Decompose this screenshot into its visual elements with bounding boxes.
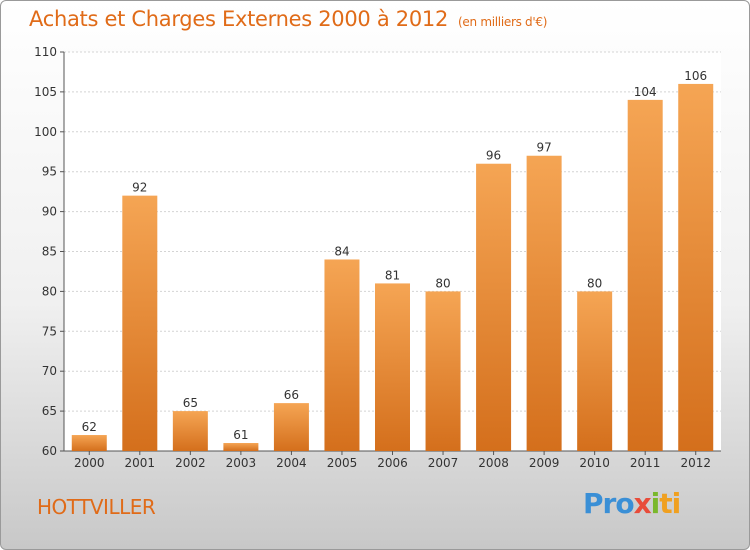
chart-subtitle: (en milliers d'€): [458, 15, 548, 29]
x-tick-label-2006: 2006: [377, 456, 408, 470]
proxiti-logo: Proxiti: [583, 487, 681, 520]
bar-2007: [425, 291, 461, 451]
chart-title: Achats et Charges Externes 2000 à 2012 (e…: [29, 7, 547, 31]
y-tick-label: 110: [34, 45, 57, 59]
bar-2003: [223, 443, 259, 451]
city-name: HOTTVILLER: [37, 495, 156, 519]
bar-2012: [678, 83, 714, 452]
data-label-2011: 104: [634, 85, 657, 99]
x-tick-label-2001: 2001: [125, 456, 156, 470]
y-tick-label: 85: [42, 245, 57, 259]
data-label-2007: 80: [435, 276, 450, 290]
y-tick-label: 95: [42, 165, 57, 179]
data-label-2004: 66: [284, 388, 299, 402]
data-label-2010: 80: [587, 276, 602, 290]
y-tick-label: 100: [34, 125, 57, 139]
data-label-2008: 96: [486, 149, 501, 163]
x-tick-label-2000: 2000: [74, 456, 105, 470]
x-tick-label-2005: 2005: [327, 456, 358, 470]
data-label-2009: 97: [536, 141, 551, 155]
x-tick-label-2003: 2003: [226, 456, 257, 470]
bar-2010: [577, 291, 613, 451]
x-tick-label-2007: 2007: [428, 456, 459, 470]
bar-2009: [526, 155, 562, 452]
x-tick-label-2012: 2012: [680, 456, 711, 470]
bar-2000: [71, 435, 107, 451]
chart-title-text: Achats et Charges Externes 2000 à 2012: [29, 7, 449, 31]
data-label-2006: 81: [385, 268, 400, 282]
y-tick-label: 80: [42, 284, 57, 298]
data-label-2000: 62: [82, 420, 97, 434]
y-tick-label: 90: [42, 205, 57, 219]
y-tick-label: 60: [42, 444, 57, 458]
data-label-2012: 106: [684, 69, 707, 83]
x-tick-label-2009: 2009: [529, 456, 560, 470]
y-tick-label: 65: [42, 404, 57, 418]
x-tick-label-2008: 2008: [478, 456, 509, 470]
bar-2001: [122, 195, 158, 451]
x-tick-label-2004: 2004: [276, 456, 307, 470]
data-label-2005: 84: [334, 244, 349, 258]
x-tick-label-2010: 2010: [579, 456, 610, 470]
y-tick-label: 105: [34, 85, 57, 99]
bar-2002: [172, 411, 208, 451]
data-label-2002: 65: [183, 396, 198, 410]
data-label-2003: 61: [233, 428, 248, 442]
bar-2004: [273, 403, 309, 451]
data-label-2001: 92: [132, 181, 147, 195]
y-tick-label: 75: [42, 324, 57, 338]
bar-2006: [375, 283, 410, 451]
y-tick-label: 70: [42, 364, 57, 378]
x-tick-label-2002: 2002: [175, 456, 206, 470]
bar-2008: [476, 163, 512, 451]
bar-2011: [627, 99, 663, 451]
bar-2005: [324, 259, 360, 451]
x-tick-label-2011: 2011: [630, 456, 661, 470]
